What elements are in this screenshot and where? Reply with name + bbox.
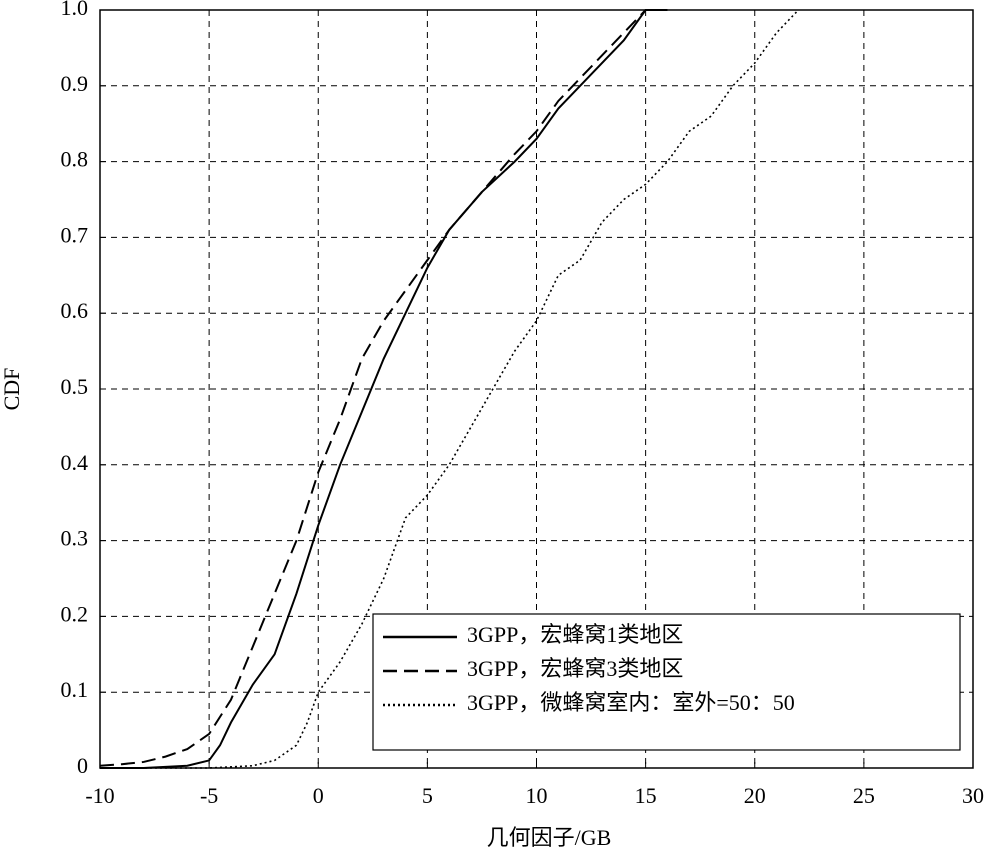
x-tick-label: 20: [744, 783, 766, 808]
x-tick-label: -10: [85, 783, 114, 808]
y-tick-label: 0.5: [61, 374, 89, 399]
legend-label: 3GPP，宏蜂窝3类地区: [467, 656, 683, 681]
y-tick-label: 0.3: [61, 526, 89, 551]
y-tick-label: 0.8: [61, 147, 89, 172]
data-line: [100, 9, 799, 769]
y-tick-label: 0.2: [61, 601, 89, 626]
legend-label: 3GPP，宏蜂窝1类地区: [467, 622, 683, 647]
y-tick-label: 0: [77, 753, 88, 778]
x-tick-label: 30: [962, 783, 984, 808]
x-tick-label: 0: [313, 783, 324, 808]
x-tick-label: 15: [635, 783, 657, 808]
data-line: [99, 9, 647, 767]
data-line: [100, 9, 668, 769]
y-tick-label: 0.6: [61, 298, 89, 323]
y-tick-label: 1.0: [61, 0, 89, 20]
y-tick-label: 0.9: [61, 71, 89, 96]
y-axis-label: CDF: [0, 368, 24, 411]
x-tick-label: 25: [853, 783, 875, 808]
y-tick-label: 0.1: [61, 677, 89, 702]
x-tick-label: -5: [200, 783, 218, 808]
y-tick-label: 0.4: [61, 450, 89, 475]
plot-frame: [99, 9, 974, 769]
x-tick-label: 5: [422, 783, 433, 808]
y-tick-label: 0.7: [61, 222, 89, 247]
legend-label: 3GPP，微蜂窝室内：室外=50：50: [467, 690, 795, 715]
legend-box: [372, 613, 961, 751]
x-tick-label: 10: [526, 783, 548, 808]
x-axis-label: 几何因子/GB: [487, 825, 612, 850]
